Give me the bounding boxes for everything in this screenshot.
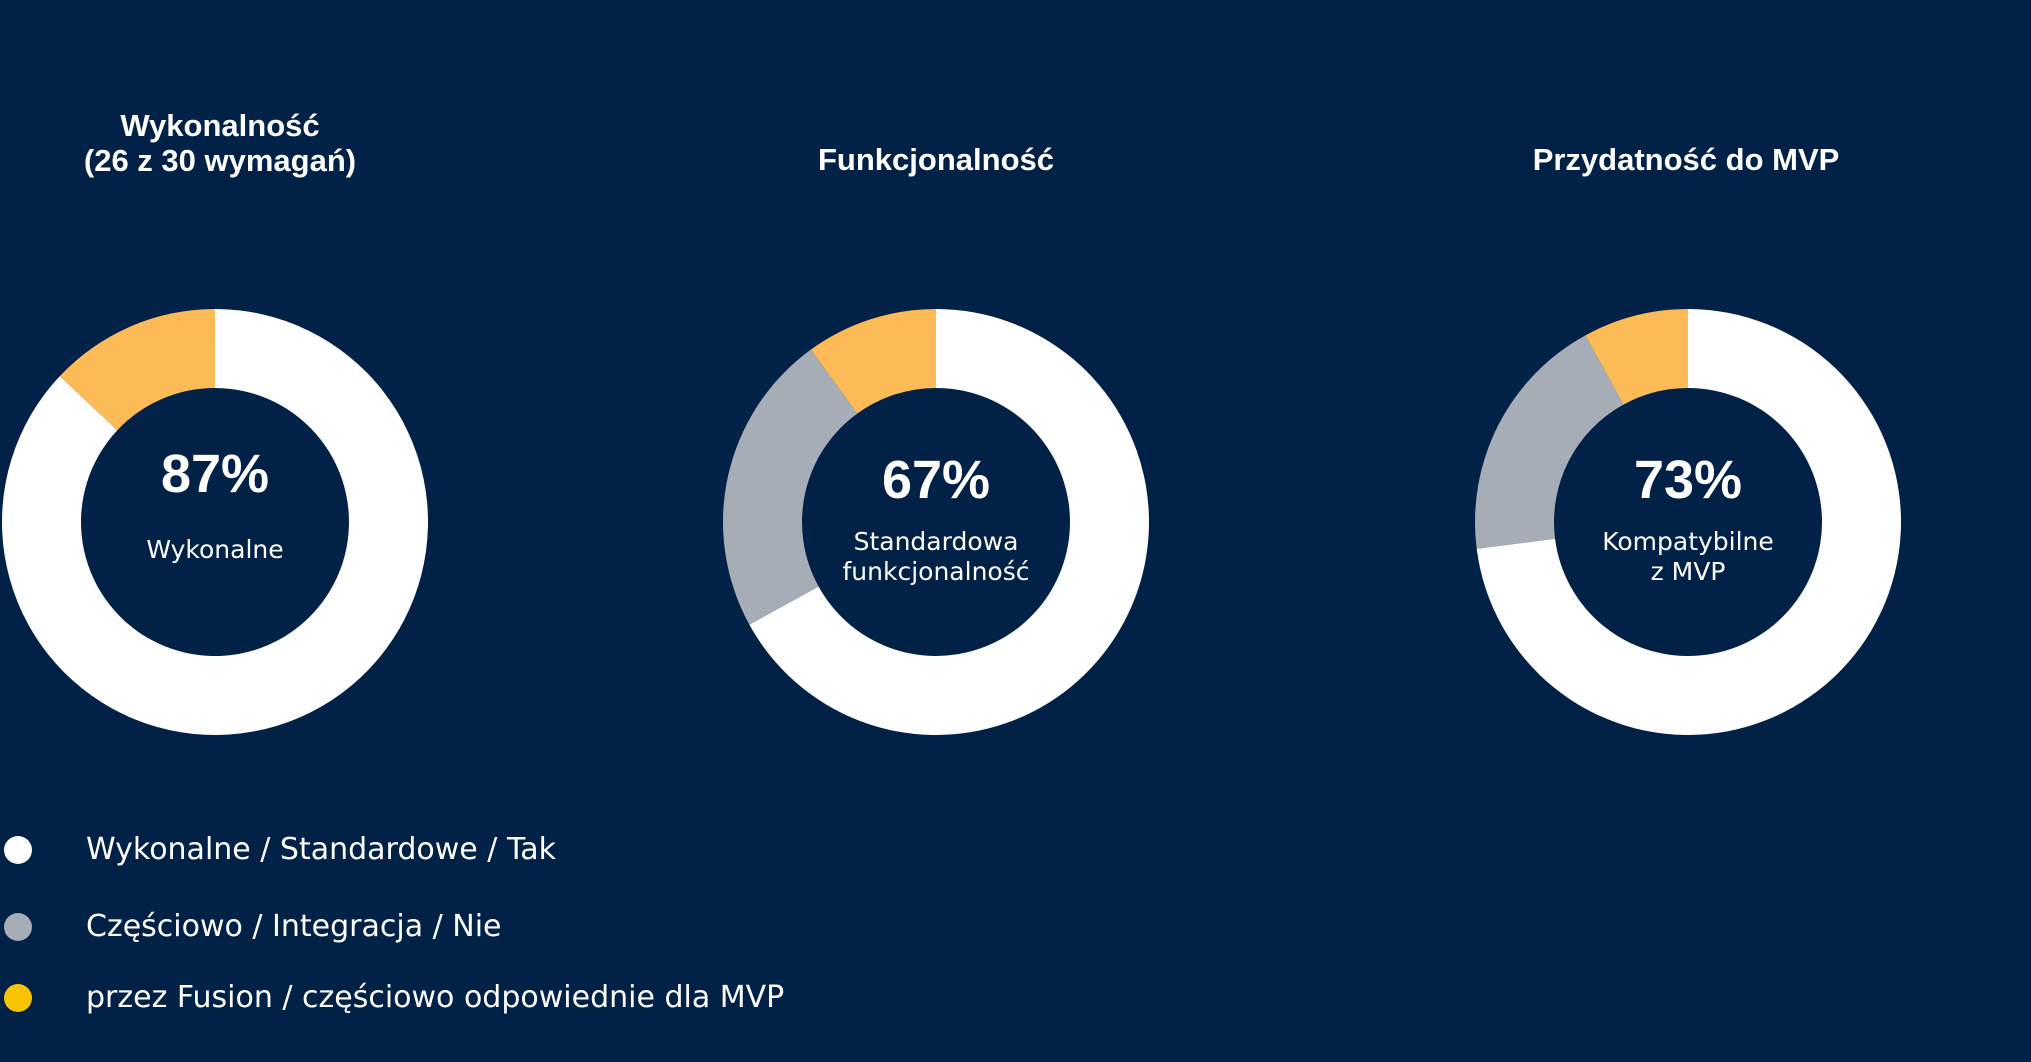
legend-item-white: Wykonalne / Standardowe / Tak — [0, 830, 900, 870]
chart-title-feasibility-line2: (26 z 30 wymagań) — [83, 143, 357, 178]
donut-slice-feasibility-white — [1, 309, 428, 735]
legend-label-gray: Częściowo / Integracja / Nie — [86, 909, 502, 944]
chart-title-functionality: Funkcjonalność — [656, 142, 1216, 177]
center-value-mvp-fit: 73% — [1634, 450, 1742, 510]
center-label-mvp-fit-1: Kompatybilne — [1602, 527, 1774, 556]
donut-slice-functionality-white — [749, 309, 1150, 735]
chart-title-functionality-line1: Funkcjonalność — [818, 142, 1054, 177]
donut-slice-functionality-gray — [723, 349, 858, 625]
legend-dot-white — [4, 836, 32, 864]
center-label-functionality-1: Standardowa — [854, 527, 1019, 556]
donut-slice-feasibility-yellow — [59, 309, 216, 431]
legend-item-yellow: przez Fusion / częściowo odpowiednie dla… — [0, 978, 900, 1018]
legend-dot-gray — [4, 913, 32, 941]
donut-slice-mvp-fit-gray — [1475, 335, 1624, 549]
donut-slice-functionality-yellow — [810, 309, 936, 414]
chart-title-feasibility: Wykonalność (26 z 30 wymagań) — [0, 108, 500, 178]
legend-item-gray: Częściowo / Integracja / Nie — [0, 907, 900, 947]
center-value-feasibility: 87% — [161, 444, 269, 504]
center-label-feasibility-1: Wykonalne — [146, 535, 283, 564]
chart-title-feasibility-line1: Wykonalność — [120, 108, 320, 143]
donut-feasibility: 87% Wykonalne — [1, 309, 428, 735]
center-value-functionality: 67% — [882, 450, 990, 510]
legend-label-yellow: przez Fusion / częściowo odpowiednie dla… — [86, 980, 785, 1015]
legend-dot-yellow — [4, 984, 32, 1012]
donut-slice-mvp-fit-white — [1476, 309, 1901, 735]
center-label-mvp-fit-2: z MVP — [1651, 557, 1726, 586]
chart-title-mvp-fit: Przydatność do MVP — [1406, 142, 1966, 177]
donut-slice-mvp-fit-yellow — [1585, 309, 1688, 405]
center-label-functionality-2: funkcjonalność — [843, 557, 1030, 586]
legend-label-white: Wykonalne / Standardowe / Tak — [86, 832, 557, 867]
chart-title-mvp-fit-line1: Przydatność do MVP — [1532, 142, 1840, 177]
